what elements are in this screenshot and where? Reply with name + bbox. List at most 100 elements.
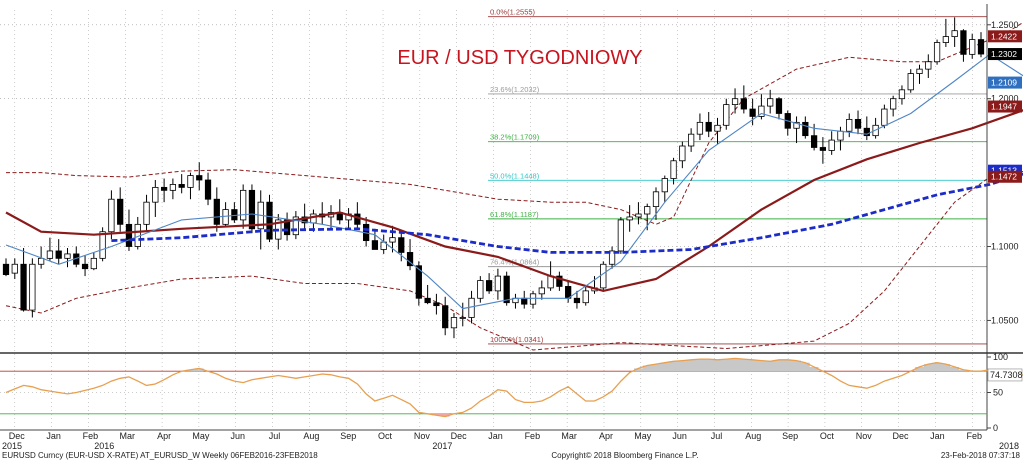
price-tag-label: 1.2109 [991,78,1017,88]
candle-body-up [881,108,888,126]
candle-body-up [222,209,229,225]
x-tick-label: Nov [856,431,873,441]
candle [178,174,185,194]
candle-body-down [81,263,89,270]
candle [608,246,616,269]
candle [398,231,405,262]
candle-body-up [64,253,71,259]
candle [459,302,466,327]
candle-body-up [942,36,949,43]
candle-body-up [494,275,502,292]
candle-body-down [117,198,124,225]
candle [828,131,835,155]
candle-body-up [661,178,668,193]
price-tag: 1.1472 [988,170,1022,183]
candle [450,313,458,339]
candle [688,128,695,152]
candle [635,202,642,225]
candle [582,284,589,306]
candle-body-down [283,219,291,236]
x-tick-label: Dec [9,431,26,441]
candle [494,268,502,300]
osc-last-value-box [987,368,1023,382]
candle-body-up [29,263,36,311]
price-tag: 1.1947 [988,100,1022,113]
candle-body-up [933,42,941,63]
candle-body-up [828,139,835,151]
candle [29,258,36,318]
x-tick-label: Feb [966,431,982,441]
candle [433,293,440,315]
candle-body-down [485,280,493,292]
candle-body-down [863,127,870,137]
band-lines [5,21,1023,351]
x-tick-label: Jun [672,431,687,441]
sma-short-line [5,53,1023,310]
candle-body-up [626,216,633,221]
x-tick-label: Dec [893,431,910,441]
candle [442,296,449,336]
candle-body-up [644,206,651,215]
candle [538,280,545,300]
x-tick-label: Mar [561,431,577,441]
candle [960,29,967,62]
candle-body-up [143,201,150,225]
candle-body-up [679,145,686,162]
candle [81,255,89,277]
price-tag-label: 1.2422 [991,31,1017,41]
candle [863,116,870,141]
axes-layer: Dec Jan Feb Mar Apr May Jun Jul Aug Sep Oct Nov Dec J… [0,4,1019,451]
candle [2,258,10,277]
candle-body-down [424,297,431,304]
osc-last-value: 74.7308 [990,370,1023,380]
candle [705,112,712,138]
candle-body-up [670,160,677,179]
candle-body-up [688,133,695,147]
candle-body-down [398,237,405,253]
candle-body-up [793,121,800,129]
candle [977,32,985,58]
candle-body-down [231,209,238,221]
candle [573,290,581,309]
candle-body-down [125,223,133,247]
candle-body-down [960,30,967,55]
overbought-fill [186,358,995,372]
candle [143,194,150,232]
x-tick-label: Nov [414,431,431,441]
candle-body-down [2,263,10,276]
candle-body-down [819,147,827,151]
candle-body-down [977,39,985,55]
candle-body-down [749,108,756,117]
candle-body-down [55,250,62,259]
x-tick-label: Apr [157,431,171,441]
candle-body-down [415,265,422,299]
price-tag-box [988,48,1022,61]
y-tick-label: 1.2500 [991,20,1019,30]
price-tag-label: 1.2302 [991,49,1017,59]
candle [679,141,686,169]
price-tag-box [988,30,1022,43]
candle [20,248,27,312]
y-tick-label: 1.0500 [991,315,1019,325]
candle [969,33,976,59]
candle-body-up [731,98,739,106]
candle-body-up [169,184,177,191]
x-tick-label: Sep [340,431,356,441]
fib-label: 0.0%(1.2555) [490,8,536,17]
candle-body-up [951,30,958,38]
candle-body-up [600,263,607,289]
price-tag-label: 1.1472 [991,172,1017,182]
candle [617,216,624,254]
candle-body-up [652,191,660,208]
candle-body-up [108,198,115,233]
candle-body-up [890,98,897,110]
x-year-label: 2018 [999,441,1019,451]
candle [793,116,800,144]
candle [283,212,291,241]
candle-body-down [442,305,449,329]
x-tick-label: May [192,431,210,441]
candle-body-up [723,104,730,126]
chart-title: EUR / USD TYGODNIOWY [397,47,642,69]
candle-body-up [916,68,923,74]
